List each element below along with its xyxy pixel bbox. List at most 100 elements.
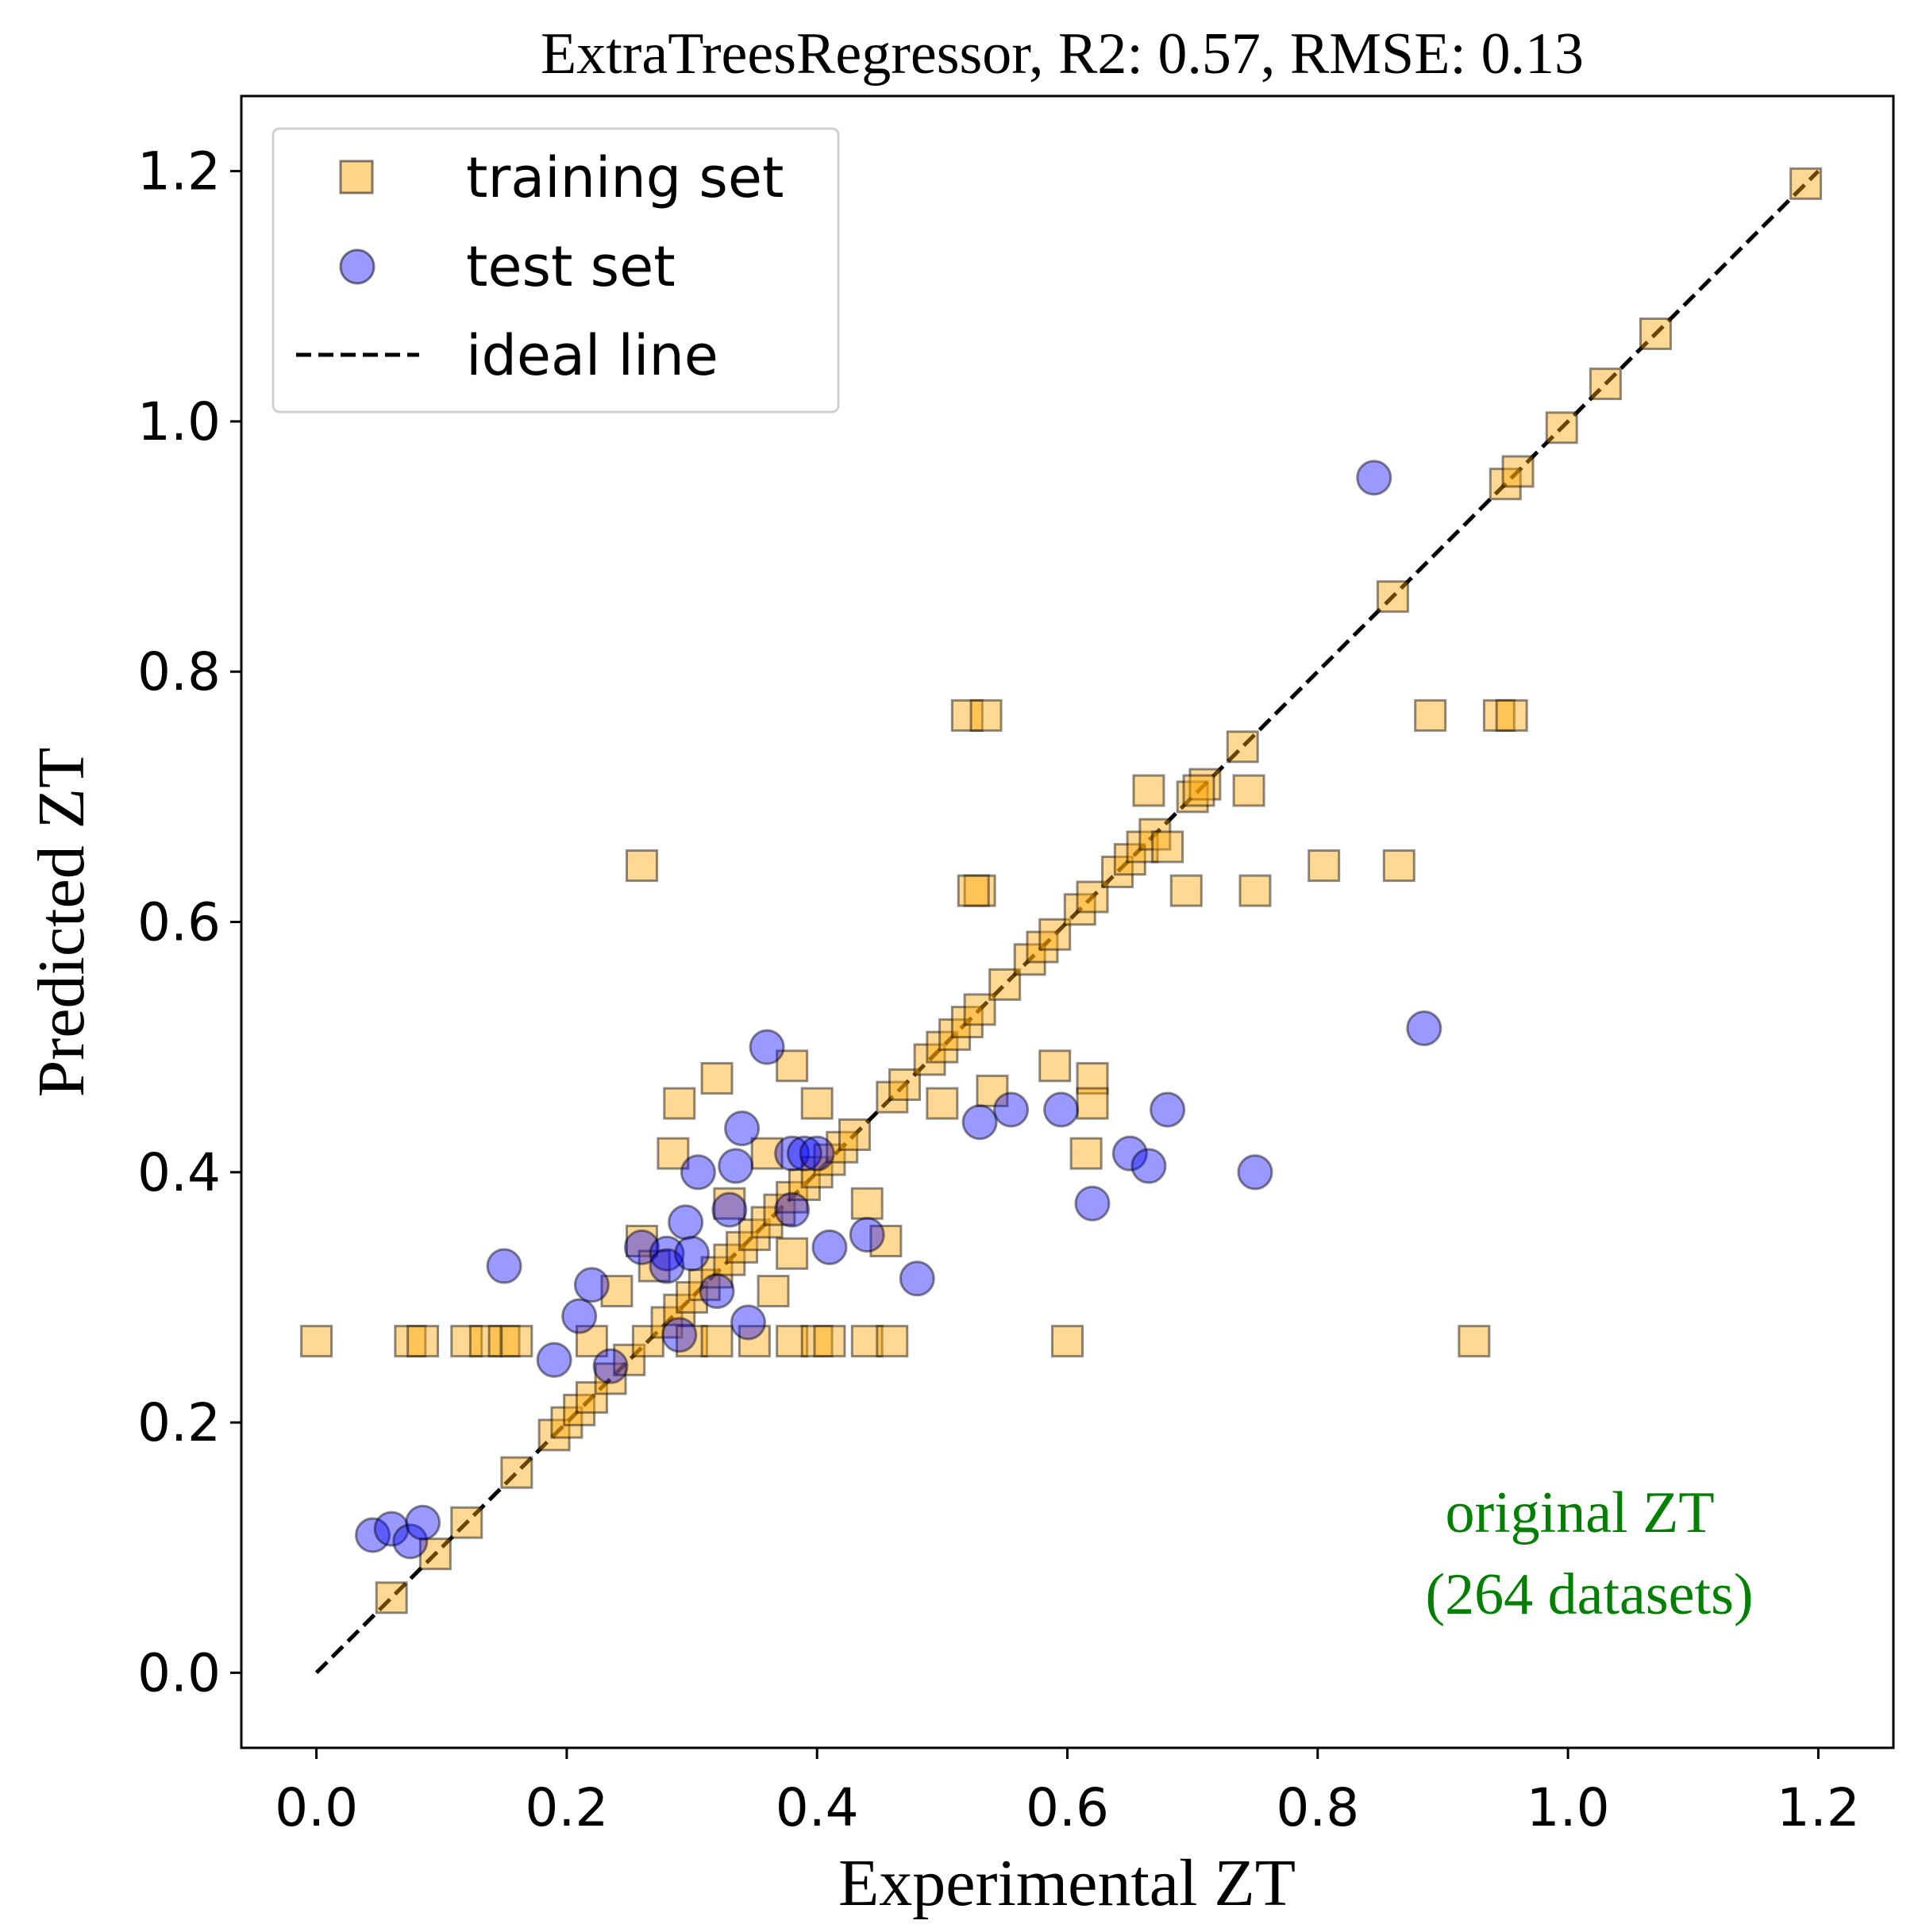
test-point: [680, 1154, 716, 1191]
training-point: [600, 1275, 634, 1308]
training-point: [1069, 1137, 1103, 1170]
training-point: [700, 1256, 734, 1289]
y-tick-label: 1.0: [137, 391, 221, 452]
training-point: [676, 1325, 709, 1358]
training-point: [963, 993, 996, 1026]
training-point: [800, 1156, 834, 1189]
training-point: [713, 1243, 746, 1276]
training-point: [625, 849, 658, 883]
training-point: [1589, 368, 1622, 401]
y-tick-label: 0.8: [137, 641, 221, 702]
y-tick-label: 0.4: [137, 1142, 221, 1203]
chart-title: ExtraTreesRegressor, R2: 0.57, RMSE: 0.1…: [541, 21, 1584, 87]
test-point: [573, 1267, 610, 1303]
training-point: [1489, 468, 1522, 501]
training-point: [563, 1393, 596, 1426]
training-point: [1063, 893, 1096, 926]
training-point: [1238, 874, 1272, 907]
test-point: [786, 1135, 822, 1172]
test-point: [668, 1204, 704, 1241]
training-point: [637, 1249, 671, 1283]
training-point: [869, 1225, 903, 1258]
training-point: [1188, 768, 1222, 801]
legend-label-test: test set: [466, 234, 676, 299]
x-tick-label: 0.8: [1276, 1777, 1359, 1838]
test-point: [392, 1523, 429, 1560]
training-point: [850, 1325, 884, 1358]
training-point: [468, 1325, 502, 1358]
training-point: [657, 1137, 690, 1170]
training-point: [1376, 580, 1409, 614]
test-point: [749, 1029, 785, 1065]
test-point: [730, 1304, 766, 1341]
training-point: [776, 1237, 809, 1270]
test-point: [373, 1511, 410, 1547]
test-point: [1406, 1010, 1442, 1047]
training-point: [976, 1074, 1009, 1107]
training-point: [1113, 843, 1146, 876]
test-point: [849, 1217, 885, 1253]
training-point: [300, 1325, 333, 1358]
training-point: [757, 1275, 790, 1308]
training-point: [575, 1381, 608, 1414]
training-point: [500, 1456, 533, 1489]
training-point: [813, 1143, 846, 1176]
test-point: [799, 1135, 835, 1172]
training-point: [913, 1043, 946, 1076]
training-point: [763, 1193, 796, 1226]
legend-circle-marker: [339, 248, 376, 285]
legend-label-ideal: ideal line: [466, 323, 718, 388]
y-axis-label: Predicted ZT: [25, 748, 98, 1098]
test-point: [711, 1191, 748, 1228]
training-point: [1226, 730, 1259, 764]
training-point: [613, 1343, 646, 1376]
training-point: [631, 1325, 664, 1358]
training-point: [826, 1130, 859, 1164]
test-point: [561, 1298, 598, 1334]
training-point: [700, 1062, 734, 1095]
test-point: [1237, 1154, 1273, 1191]
test-point: [1074, 1185, 1111, 1222]
training-point: [1076, 1062, 1109, 1095]
training-point: [776, 1049, 809, 1083]
x-axis-label: Experimental ZT: [838, 1846, 1296, 1920]
test-point: [649, 1248, 685, 1284]
training-point: [1051, 1325, 1084, 1358]
annotation: original ZT (264 datasets): [1425, 1480, 1753, 1627]
test-point: [774, 1191, 811, 1228]
training-point: [888, 1068, 922, 1101]
test-point: [718, 1148, 754, 1184]
training-point: [776, 1180, 809, 1214]
y-tick-label: 0.0: [137, 1642, 221, 1703]
training-point: [1382, 849, 1415, 883]
training-point: [1639, 318, 1672, 351]
test-point: [774, 1135, 811, 1172]
training-point: [750, 1137, 784, 1170]
training-point: [1232, 774, 1265, 807]
x-tick-label: 1.2: [1777, 1777, 1860, 1838]
legend-square-marker: [339, 160, 374, 194]
training-point: [813, 1325, 846, 1358]
training-point: [800, 1087, 834, 1120]
training-point: [1176, 780, 1209, 814]
x-tick-label: 0.2: [525, 1777, 608, 1838]
test-point: [486, 1248, 522, 1284]
training-point: [1501, 455, 1535, 488]
training-point: [950, 1006, 984, 1039]
legend-label-training: training set: [466, 145, 784, 210]
training-point: [375, 1581, 408, 1614]
y-tick-label: 0.6: [137, 892, 221, 953]
training-point: [800, 1325, 834, 1358]
y-tick-label: 1.2: [137, 141, 221, 202]
training-point: [575, 1325, 608, 1358]
training-point: [926, 1030, 959, 1064]
training-point: [1138, 818, 1172, 851]
test-set-points: [355, 460, 1442, 1560]
training-point: [788, 1168, 821, 1202]
training-point: [663, 1087, 696, 1120]
training-point: [1151, 830, 1184, 864]
training-point: [969, 699, 1003, 732]
test-point: [355, 1517, 391, 1553]
training-point: [1482, 699, 1516, 732]
